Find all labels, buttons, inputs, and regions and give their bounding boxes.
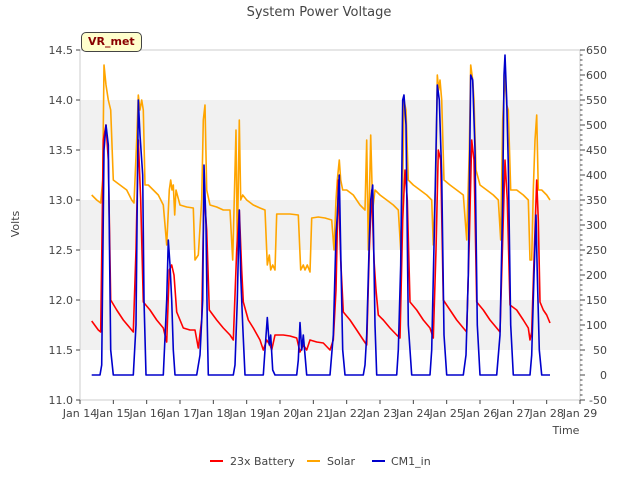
x-tick-label: Jan 24 — [395, 407, 430, 420]
x-tick-label: Jan 23 — [362, 407, 397, 420]
x-tick-label: Jan 15 — [95, 407, 130, 420]
background-band — [80, 300, 580, 350]
y-axis-right: -50 0 50 100 150 200 250 300 350 400 450 500 550 600 6… — [580, 44, 607, 407]
y-tick-label-right: 150 — [586, 294, 607, 307]
y-tick-label-left: 12.0 — [49, 294, 74, 307]
y-tick-label-right: 350 — [586, 194, 607, 207]
y-tick-label-left: 13.5 — [49, 144, 74, 157]
legend-label-battery: 23x Battery — [230, 455, 295, 468]
y-tick-label-left: 13.0 — [49, 194, 74, 207]
background-band — [80, 50, 580, 100]
background-band — [80, 250, 580, 300]
y-tick-label-right: 450 — [586, 144, 607, 157]
x-axis-label: Time — [552, 424, 580, 437]
x-tick-label: Jan 22 — [328, 407, 363, 420]
background-bands — [80, 50, 580, 400]
y-tick-label-left: 11.5 — [49, 344, 74, 357]
x-tick-label: Jan 14 — [62, 407, 97, 420]
x-tick-label: Jan 16 — [128, 407, 163, 420]
y-tick-label-right: 550 — [586, 94, 607, 107]
x-tick-label: Jan 19 — [228, 407, 263, 420]
legend-label-solar: Solar — [327, 455, 356, 468]
y-tick-label-right: 50 — [593, 344, 607, 357]
y-axis-label: Volts — [9, 210, 22, 237]
x-tick-label: Jan 25 — [428, 407, 463, 420]
y-tick-label-right: 500 — [586, 119, 607, 132]
x-tick-label: Jan 18 — [195, 407, 230, 420]
y-tick-label-left: 11.0 — [49, 394, 74, 407]
y-tick-label-right: 200 — [586, 269, 607, 282]
y-tick-label-right: 0 — [600, 369, 607, 382]
y-tick-label-right: 400 — [586, 169, 607, 182]
chart-title: System Power Voltage — [247, 5, 392, 20]
x-tick-label: Jan 27 — [495, 407, 530, 420]
y-tick-label-left: 14.0 — [49, 94, 74, 107]
y-tick-label-right: -50 — [589, 394, 607, 407]
y-tick-label-left: 14.5 — [49, 44, 74, 57]
y-tick-label-right: 650 — [586, 44, 607, 57]
background-band — [80, 100, 580, 150]
x-tick-label: Jan 21 — [295, 407, 330, 420]
x-tick-label: Jan 26 — [462, 407, 497, 420]
background-band — [80, 150, 580, 200]
x-tick-label: Jan 28 — [528, 407, 563, 420]
legend-label-cm1: CM1_in — [391, 455, 431, 468]
x-tick-label: Jan 29 — [562, 407, 597, 420]
series-lines — [91, 54, 551, 376]
x-tick-label: Jan 17 — [162, 407, 197, 420]
y-tick-label-right: 100 — [586, 319, 607, 332]
y-tick-label-right: 250 — [586, 244, 607, 257]
y-tick-label-right: 600 — [586, 69, 607, 82]
x-tick-label: Jan 20 — [262, 407, 297, 420]
legend: 23x Battery Solar CM1_in — [210, 455, 431, 468]
site-badge: VR_met — [81, 32, 142, 52]
y-axis-left: 11.0 11.5 12.0 12.5 13.0 13.5 14.0 14.5 — [49, 44, 80, 407]
background-band — [80, 200, 580, 250]
series-line-cm1 — [91, 54, 550, 376]
y-tick-label-right: 300 — [586, 219, 607, 232]
y-tick-label-left: 12.5 — [49, 244, 74, 257]
